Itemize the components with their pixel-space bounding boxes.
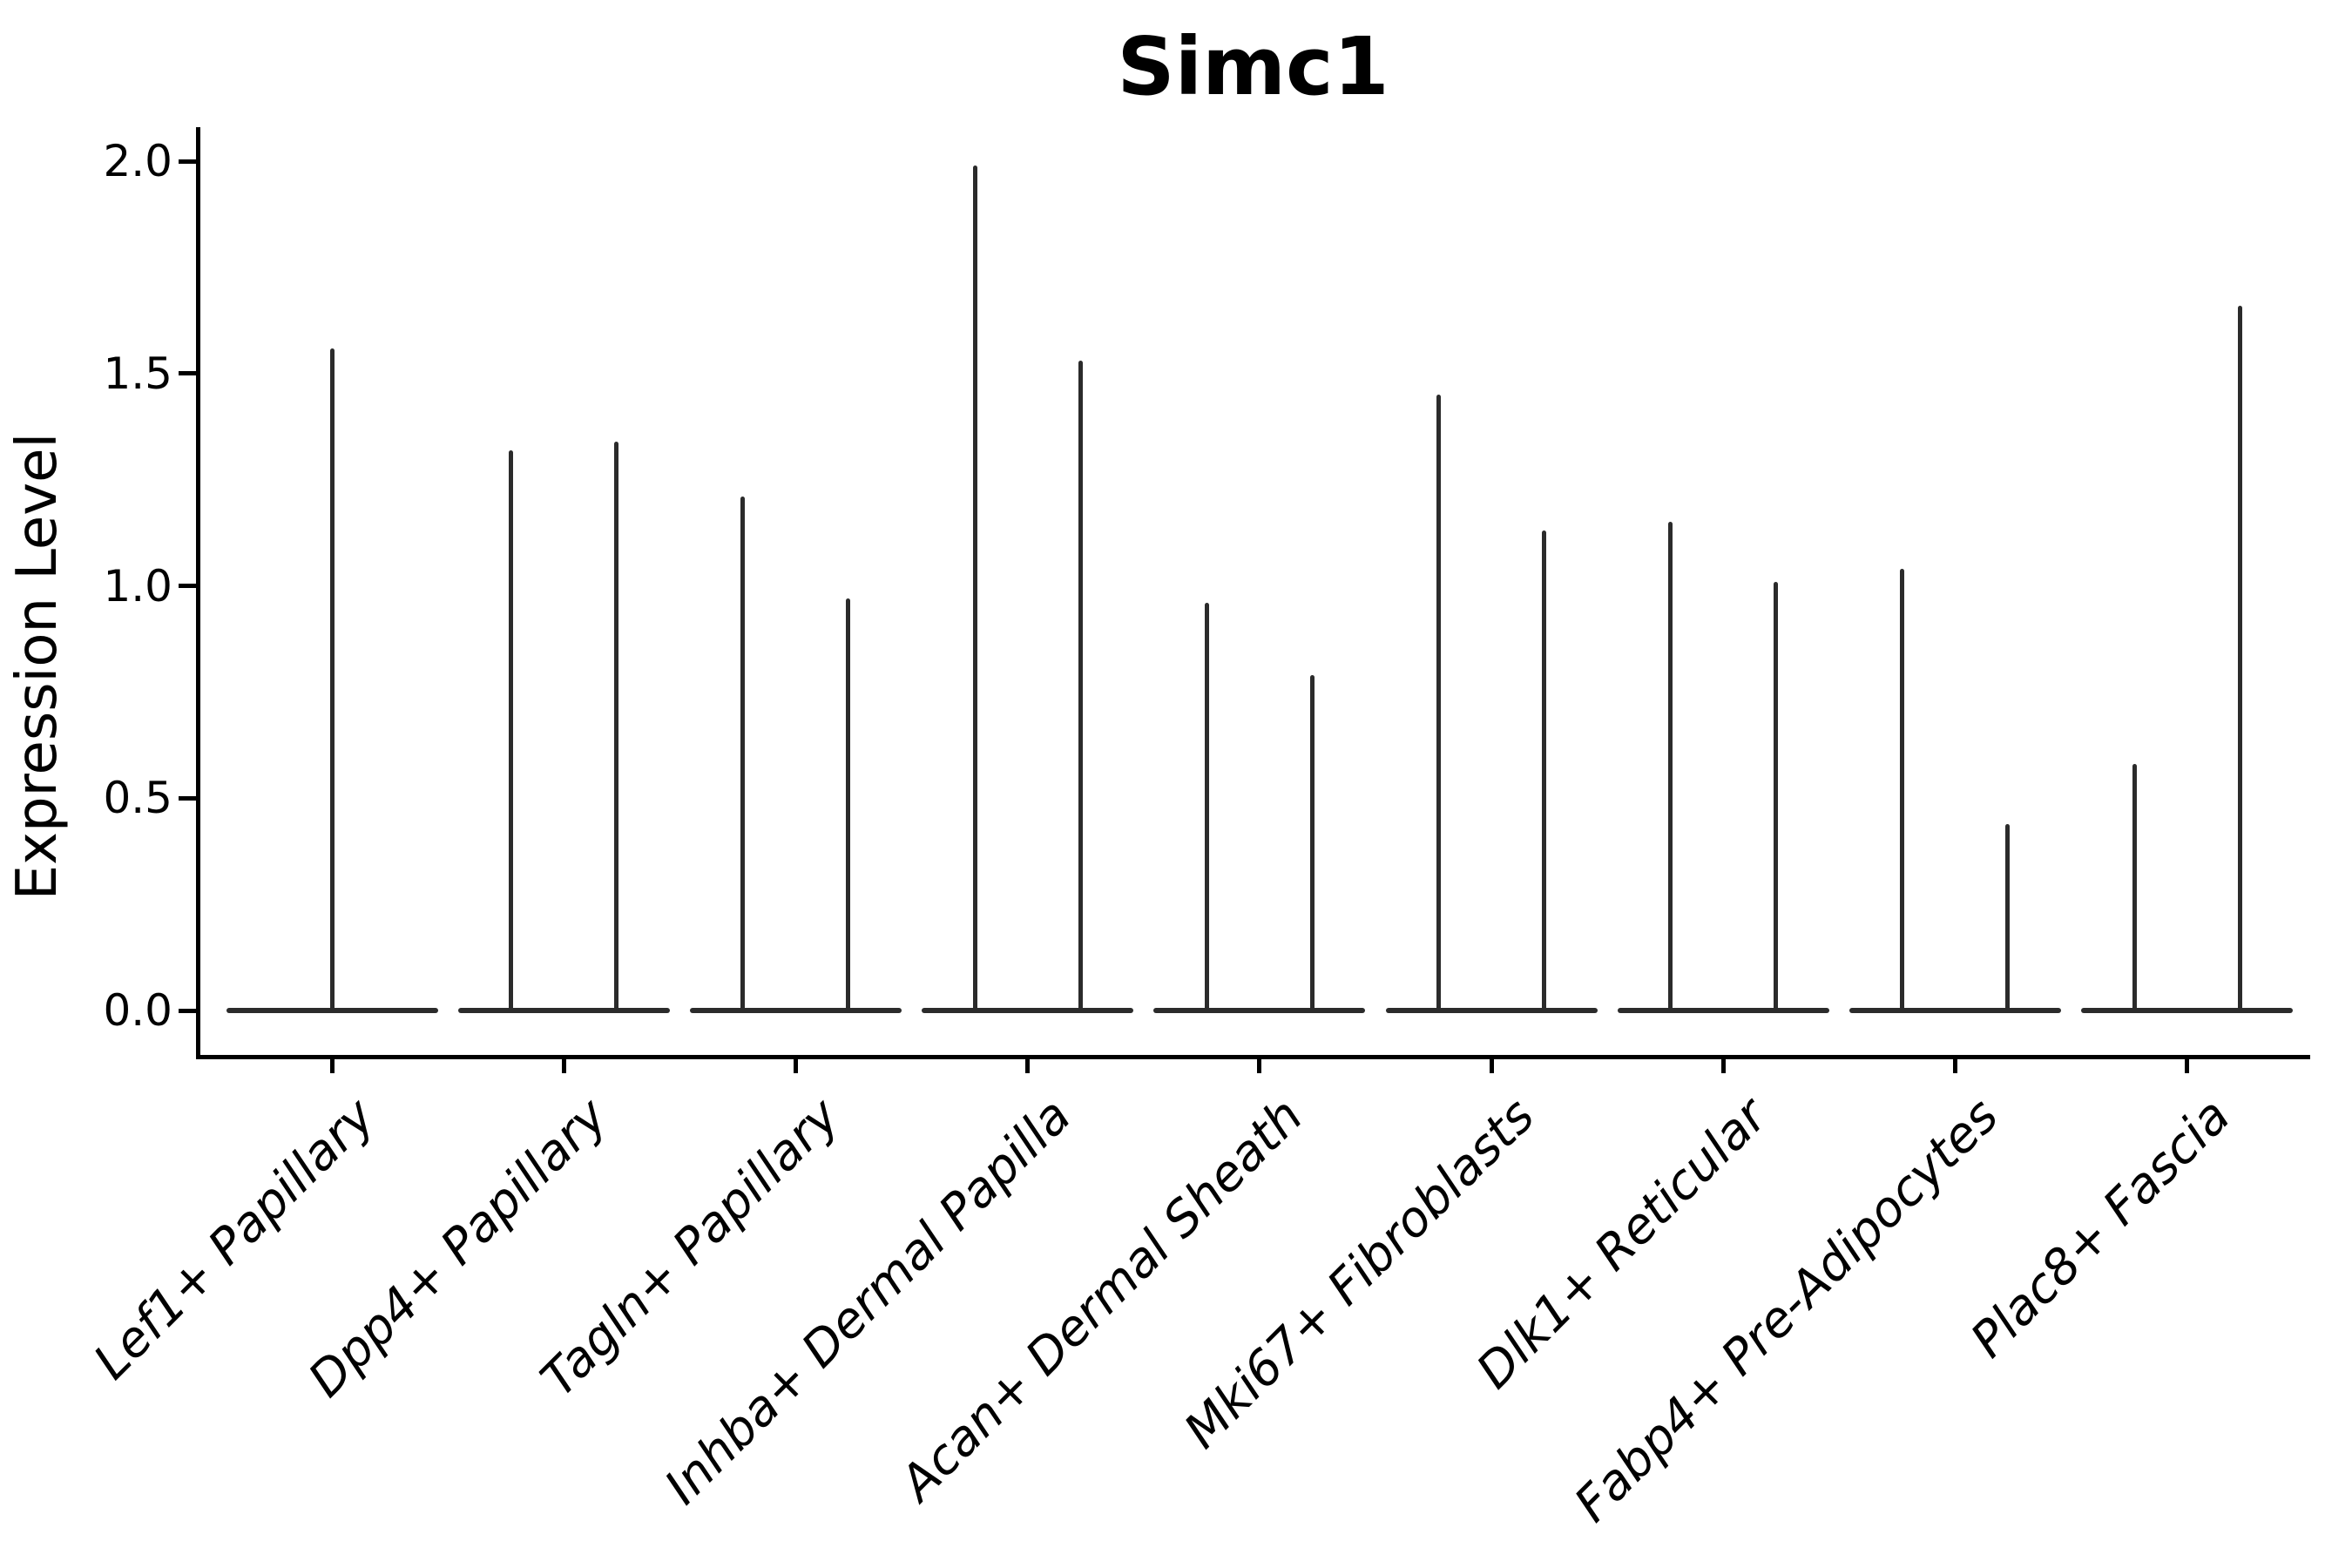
- x-tick: [561, 1057, 566, 1073]
- y-tick-label: 0.0: [103, 985, 172, 1036]
- violin-spike: [509, 449, 514, 1012]
- y-tick: [179, 1008, 196, 1013]
- y-tick-label: 1.0: [103, 560, 172, 612]
- x-tick: [2185, 1057, 2190, 1073]
- x-tick-label: Acan+ Dermal Sheath: [889, 1087, 1315, 1512]
- violin-spike: [329, 348, 335, 1012]
- violin-base: [1385, 1008, 1598, 1013]
- y-tick-label: 1.5: [103, 348, 172, 399]
- x-tick: [329, 1057, 335, 1073]
- chart-title: Simc1: [1117, 20, 1389, 113]
- violin-spike: [1204, 603, 1209, 1012]
- x-tick: [793, 1057, 798, 1073]
- y-tick: [179, 795, 196, 801]
- x-tick: [1489, 1057, 1494, 1073]
- violin-spike: [1668, 522, 1673, 1012]
- violin-spike: [2237, 305, 2242, 1012]
- violin-spike: [972, 165, 977, 1012]
- x-tick: [1720, 1057, 1726, 1073]
- y-tick: [179, 159, 196, 164]
- violin-base: [457, 1008, 670, 1013]
- violin-spike: [740, 497, 746, 1012]
- x-tick: [1025, 1057, 1031, 1073]
- x-tick-label: Inhba+ Dermal Papilla: [654, 1087, 1083, 1516]
- violin-spike: [1436, 395, 1441, 1012]
- violin-spike: [1542, 531, 1546, 1012]
- violin-base: [1153, 1008, 1366, 1013]
- violin-spike: [2132, 764, 2137, 1012]
- violin-spike: [846, 598, 851, 1012]
- violin-spike: [2005, 823, 2011, 1012]
- y-tick: [179, 371, 196, 376]
- x-tick-label: Fabp4+ Pre-Adipocytes: [1564, 1087, 2010, 1533]
- violin-base: [689, 1008, 902, 1013]
- x-axis-line: [196, 1054, 2310, 1059]
- violin-base: [2081, 1008, 2294, 1013]
- violin-spike: [614, 441, 619, 1012]
- y-axis-line: [196, 127, 200, 1059]
- violin-spike: [1078, 361, 1083, 1012]
- y-tick-label: 0.5: [103, 773, 172, 824]
- violin-spike: [1309, 674, 1315, 1012]
- y-tick: [179, 584, 196, 588]
- violin-base: [1617, 1008, 1829, 1013]
- x-tick: [1952, 1057, 1957, 1073]
- y-tick-label: 2.0: [103, 136, 172, 186]
- x-tick: [1257, 1057, 1262, 1073]
- violin-base: [1848, 1008, 2061, 1013]
- violin-spike: [1900, 569, 1905, 1012]
- violin-base: [922, 1008, 1134, 1013]
- violin-spike: [1774, 581, 1779, 1012]
